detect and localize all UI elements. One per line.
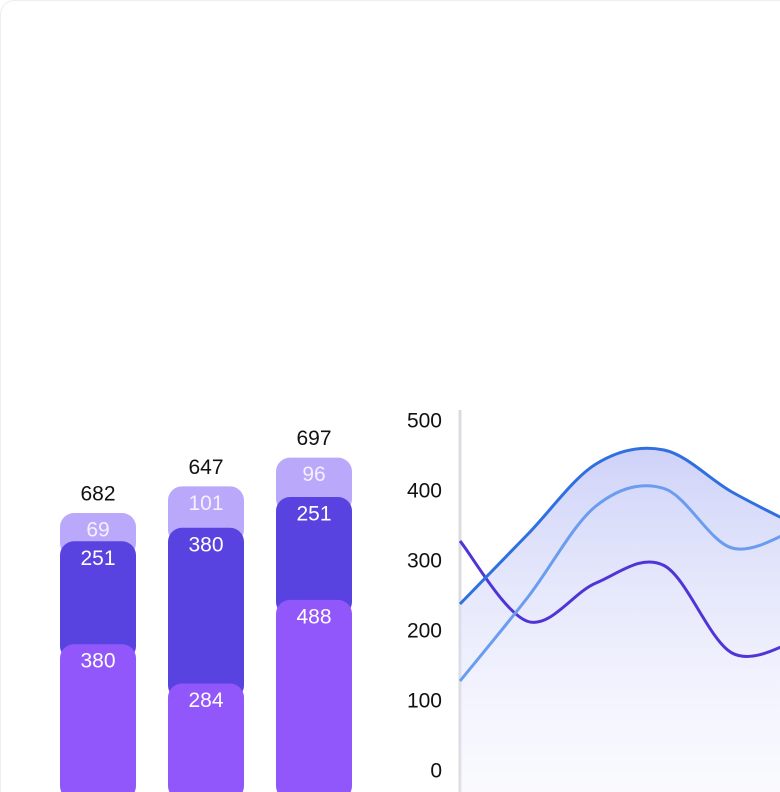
y-tick-label: 400 [407,480,442,503]
total-label: 647 [188,456,223,479]
y-tick-label: 500 [407,410,442,433]
total-label: 697 [296,427,331,450]
segment-label: 380 [80,650,115,673]
segment-label: 101 [188,492,223,515]
segment-label: 251 [296,503,331,526]
segment-label: 251 [80,547,115,570]
y-tick-label: 0 [430,760,442,783]
bar-segment [168,527,244,700]
line [458,484,780,682]
y-tick-label: 200 [407,620,442,643]
segment-label: 69 [86,519,109,542]
segment-label: 380 [188,533,223,556]
y-tick-label: 100 [407,690,442,713]
bar-segment [60,644,136,792]
segment-label: 284 [188,689,223,712]
line [458,446,780,606]
bar-segment [276,497,352,616]
bar-segment [276,599,352,792]
y-tick-label: 300 [407,550,442,573]
segment-label: 488 [296,605,331,628]
bar-segment [168,683,244,792]
area [460,448,780,792]
bar-segment [60,541,136,661]
total-label: 682 [80,483,115,506]
segment-label: 96 [302,463,325,486]
